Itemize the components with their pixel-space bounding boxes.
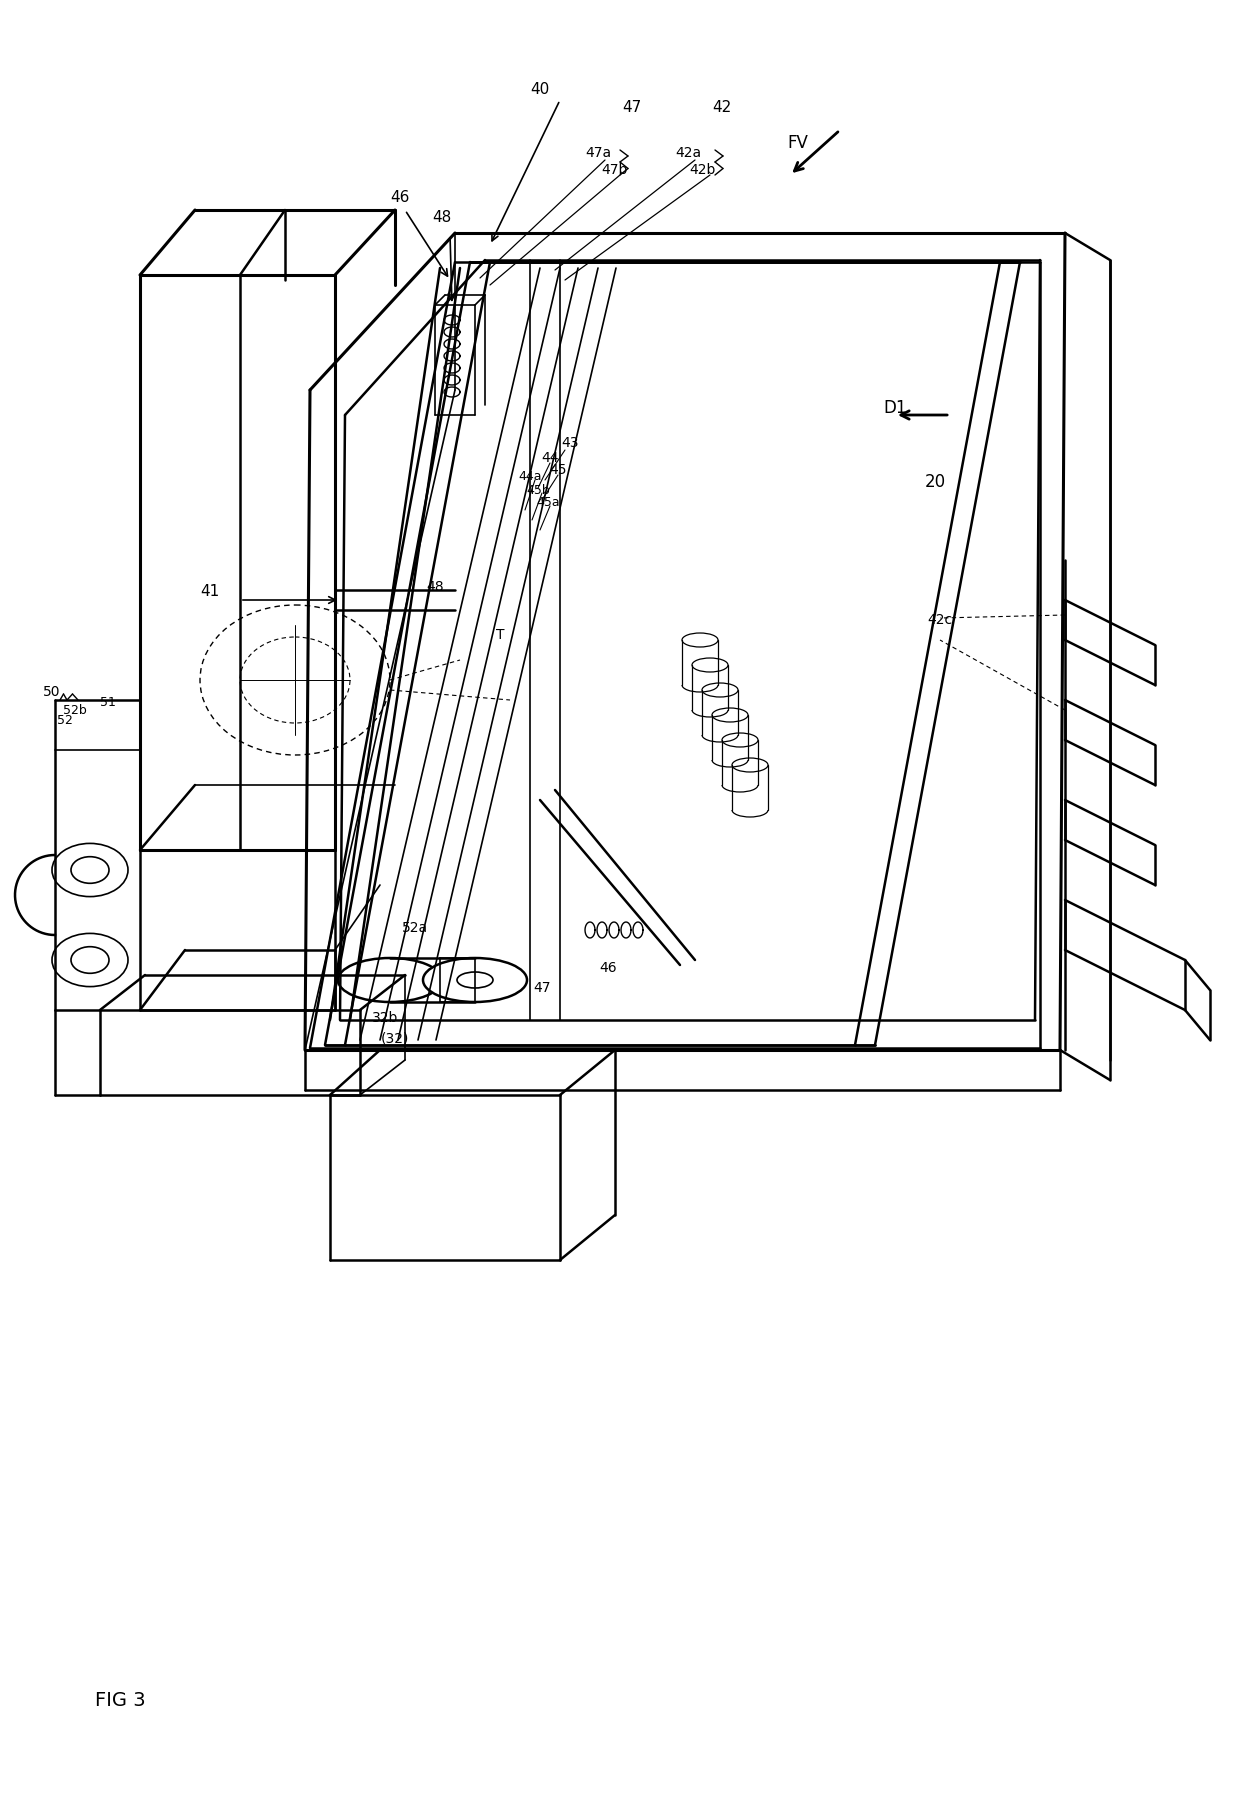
Text: FV: FV	[787, 133, 808, 151]
Text: 42: 42	[712, 101, 732, 115]
Text: 41: 41	[201, 585, 219, 599]
Text: 44a: 44a	[518, 470, 542, 484]
Text: FIG 3: FIG 3	[95, 1690, 145, 1710]
Text: 47a: 47a	[585, 146, 611, 160]
Text: (32): (32)	[381, 1031, 409, 1046]
Text: 45b: 45b	[526, 484, 549, 497]
Text: 52b: 52b	[63, 704, 87, 716]
Text: 46: 46	[391, 191, 409, 205]
Text: 48: 48	[433, 211, 451, 225]
Text: 51: 51	[100, 697, 115, 709]
Text: 52: 52	[57, 713, 73, 727]
Text: 50: 50	[43, 686, 61, 698]
Text: 40: 40	[531, 83, 549, 97]
Text: 52a: 52a	[402, 922, 428, 934]
Text: 43: 43	[562, 436, 579, 450]
Text: 20: 20	[925, 473, 946, 491]
Ellipse shape	[339, 958, 441, 1003]
Text: 42c: 42c	[928, 614, 952, 626]
Text: 48: 48	[427, 580, 444, 594]
Text: 46: 46	[599, 961, 616, 976]
Text: D1: D1	[883, 400, 906, 418]
Text: 42b: 42b	[689, 164, 717, 176]
Text: 44: 44	[541, 452, 559, 464]
Ellipse shape	[423, 958, 527, 1003]
Text: 45a: 45a	[536, 495, 559, 508]
Text: 47: 47	[533, 981, 551, 995]
Text: 32b: 32b	[372, 1012, 398, 1024]
Text: 45: 45	[549, 463, 567, 477]
Text: T: T	[496, 628, 505, 643]
Text: 47b: 47b	[601, 164, 627, 176]
Text: 42a: 42a	[675, 146, 701, 160]
Text: 47: 47	[622, 101, 641, 115]
